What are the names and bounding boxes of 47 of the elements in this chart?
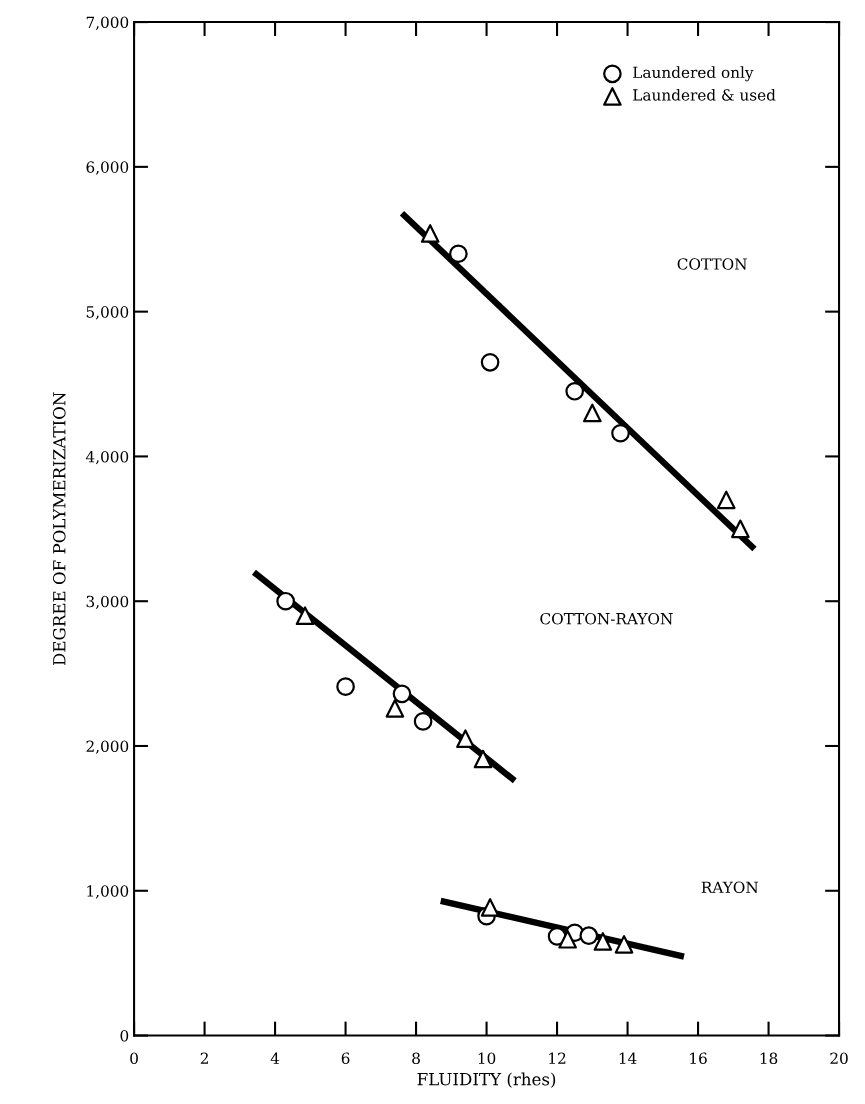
y-axis-title: DEGREE OF POLYMERIZATION	[52, 392, 66, 666]
x-tick-label: 8	[412, 1052, 420, 1065]
annotation: COTTON-RAYON	[540, 612, 673, 625]
y-tick-label: 3,000	[86, 595, 129, 610]
point	[731, 519, 750, 539]
y-tick-label: 6,000	[86, 161, 129, 175]
point	[582, 403, 602, 423]
x-tick-label: 16	[690, 1052, 707, 1065]
point	[385, 699, 405, 718]
point	[614, 935, 634, 954]
point	[579, 926, 599, 945]
x-tick-label: 0	[130, 1052, 138, 1065]
point	[593, 932, 613, 951]
y-tick-label: 7,000	[86, 16, 129, 30]
x-tick-label: 18	[760, 1052, 778, 1065]
x-axis-title: FLUIDITY (rhes)	[417, 1072, 556, 1088]
point	[295, 606, 315, 626]
point	[449, 244, 468, 264]
point	[420, 224, 440, 243]
point	[716, 490, 736, 510]
annotation: COTTON	[677, 258, 747, 270]
legend-label: Laundered & used	[633, 88, 776, 101]
point	[413, 712, 433, 731]
x-tick-label: 4	[270, 1052, 280, 1064]
point	[558, 929, 577, 949]
point	[480, 898, 500, 917]
x-tick-label: 10	[478, 1052, 496, 1065]
y-tick-label: 4,000	[85, 450, 129, 465]
point	[392, 684, 412, 704]
x-tick-label: 20	[830, 1052, 848, 1065]
legend-label: Laundered only	[633, 66, 754, 82]
y-tick-label: 5,000	[86, 306, 129, 320]
annotation: RAYON	[701, 881, 759, 894]
y-tick-label: 2,000	[86, 740, 129, 754]
point	[480, 352, 500, 372]
point	[456, 729, 475, 749]
point	[565, 381, 585, 401]
point	[276, 591, 295, 611]
y-tick-label: 1,000	[87, 885, 129, 899]
point	[611, 423, 630, 443]
point	[336, 677, 355, 696]
x-tick-label: 14	[619, 1052, 637, 1064]
x-tick-label: 12	[549, 1052, 566, 1064]
x-tick-label: 2	[200, 1052, 208, 1064]
point	[473, 749, 493, 769]
x-tick-label: 6	[341, 1052, 350, 1065]
y-tick-label: 0	[120, 1030, 129, 1042]
